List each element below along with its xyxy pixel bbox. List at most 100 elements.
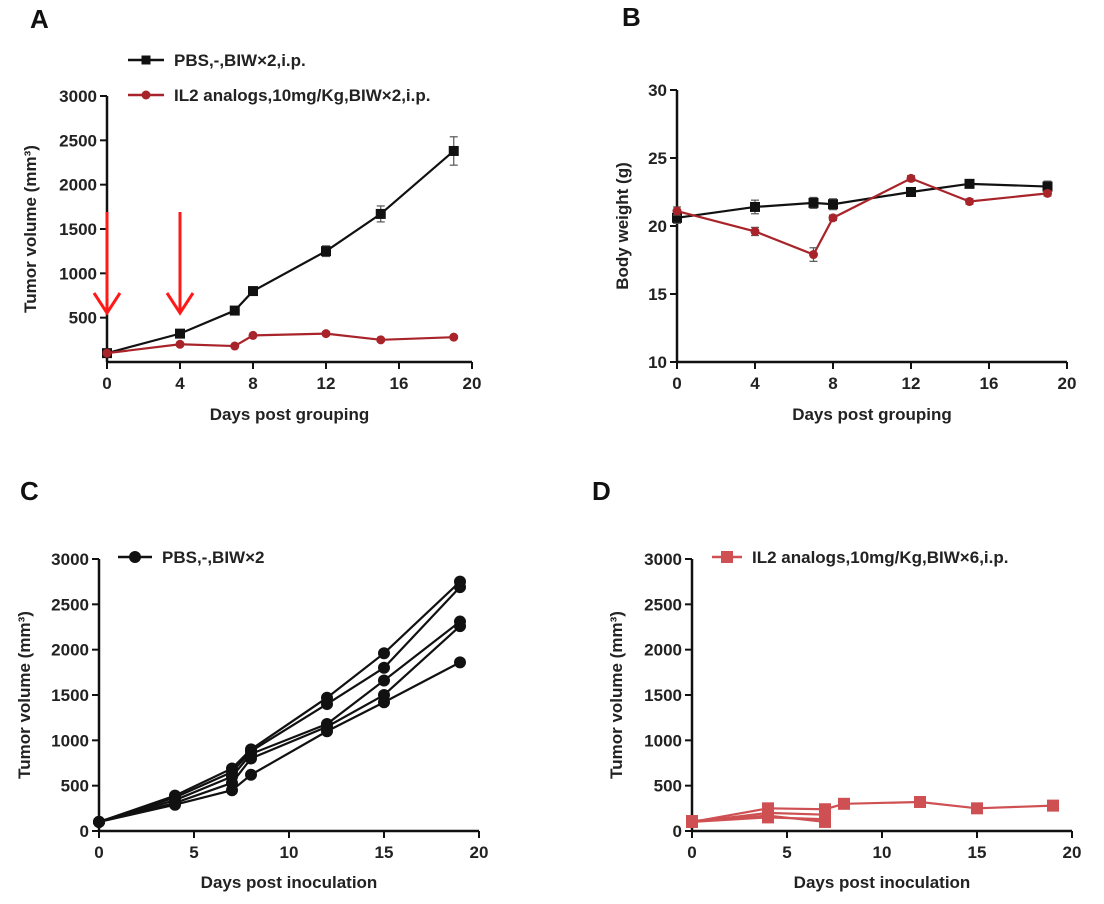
data-point	[686, 815, 698, 828]
legend-label: IL2 analogs,10mg/Kg,BIW×2,i.p.	[174, 86, 430, 105]
x-tick-label: 10	[280, 843, 299, 862]
x-tick-label: 0	[102, 374, 111, 393]
y-tick-label: 1000	[51, 731, 89, 750]
x-tick-label: 20	[470, 843, 489, 862]
x-axis-label: Days post inoculation	[201, 873, 378, 892]
data-point	[102, 348, 112, 358]
data-point	[321, 725, 333, 738]
panel-b: B 10 15 20 25 30 0 4 8 12 16 20 Days post grouping Bo…	[613, 2, 1076, 424]
y-tick-label: 1000	[59, 264, 97, 283]
data-point	[964, 178, 975, 189]
y-tick-label: 30	[648, 81, 667, 100]
data-point	[762, 809, 774, 822]
x-tick-label: 5	[189, 843, 198, 862]
series-3	[93, 615, 466, 828]
data-point	[378, 674, 390, 687]
x-tick-label: 20	[1063, 843, 1082, 862]
x-tick-label: 12	[902, 374, 921, 393]
panel-label: D	[592, 476, 611, 506]
data-point	[175, 328, 185, 339]
data-point	[230, 341, 240, 351]
data-point	[376, 335, 386, 345]
legend-marker	[141, 90, 151, 100]
data-point	[906, 187, 916, 197]
series-4	[686, 809, 831, 828]
x-tick-label: 0	[672, 374, 681, 393]
x-tick-label: 16	[980, 374, 999, 393]
data-point	[226, 784, 238, 797]
y-tick-label: 500	[69, 309, 97, 328]
data-point	[1043, 188, 1052, 198]
data-point	[248, 330, 258, 340]
data-point	[169, 798, 181, 811]
data-point	[375, 208, 386, 219]
data-point	[808, 197, 819, 208]
y-tick-label: 1000	[644, 731, 682, 750]
data-point	[454, 656, 466, 669]
data-point	[248, 286, 258, 297]
legend-label: IL2 analogs,10mg/Kg,BIW×6,i.p.	[752, 548, 1008, 567]
data-point	[378, 647, 390, 660]
x-tick-label: 15	[968, 843, 987, 862]
y-tick-label: 1500	[644, 686, 682, 705]
data-point	[750, 201, 760, 212]
y-tick-label: 15	[648, 285, 667, 304]
data-point	[672, 206, 682, 216]
x-axis-label: Days post grouping	[210, 405, 370, 424]
legend-marker	[721, 551, 733, 563]
data-point	[321, 698, 333, 711]
panel-a: A 500 1000 1500 2000 2500 3000 0 4 8 12 16 20 Days po…	[21, 4, 481, 424]
data-point	[809, 250, 818, 260]
legend-marker	[129, 551, 141, 563]
data-point	[448, 145, 459, 156]
data-point	[321, 329, 331, 339]
data-point	[838, 797, 850, 810]
y-axis-label: Tumor volume (mm³)	[21, 145, 40, 313]
data-point	[1047, 799, 1059, 812]
data-point	[245, 752, 257, 765]
data-point	[828, 199, 838, 210]
y-tick-label: 1500	[51, 686, 89, 705]
x-tick-label: 20	[1058, 374, 1077, 393]
y-tick-label: 3000	[644, 550, 682, 569]
data-point	[914, 795, 926, 808]
y-tick-label: 20	[648, 217, 667, 236]
y-tick-label: 10	[648, 353, 667, 372]
data-point	[245, 768, 257, 781]
y-tick-label: 2000	[59, 176, 97, 195]
x-tick-label: 16	[390, 374, 409, 393]
series-line	[106, 150, 455, 355]
data-point	[828, 213, 838, 223]
y-tick-label: 3000	[51, 550, 89, 569]
series-1	[93, 575, 466, 828]
series-5	[93, 656, 466, 828]
x-tick-label: 20	[463, 374, 482, 393]
x-tick-label: 0	[94, 843, 103, 862]
dosing-arrow-head	[92, 292, 122, 316]
series-line	[98, 586, 461, 823]
x-axis-label: Days post grouping	[792, 405, 952, 424]
panel-label: C	[20, 476, 39, 506]
series-4	[93, 620, 466, 828]
x-tick-label: 4	[175, 374, 185, 393]
x-tick-label: 10	[873, 843, 892, 862]
y-tick-label: 2000	[51, 641, 89, 660]
legend-entry: PBS,-,BIW×2,i.p.	[128, 51, 306, 70]
panel-c: C 0 500 1000 1500 2000 2500 3000 0 5 10 15 20 Days po…	[15, 476, 488, 892]
series-1	[686, 795, 1059, 828]
dosing-arrow-head	[165, 292, 195, 316]
series-line	[98, 620, 461, 823]
x-tick-label: 12	[317, 374, 336, 393]
y-tick-label: 0	[673, 822, 682, 841]
y-tick-label: 25	[648, 149, 667, 168]
data-point	[229, 305, 240, 316]
y-tick-label: 2000	[644, 641, 682, 660]
y-tick-label: 500	[61, 777, 89, 796]
panel-label: A	[30, 4, 49, 34]
legend-entry: IL2 analogs,10mg/Kg,BIW×2,i.p.	[128, 86, 430, 105]
y-axis-label: Body weight (g)	[613, 162, 632, 289]
y-axis-label: Tumor volume (mm³)	[15, 611, 34, 779]
data-point	[175, 339, 185, 349]
series-line	[98, 625, 461, 824]
